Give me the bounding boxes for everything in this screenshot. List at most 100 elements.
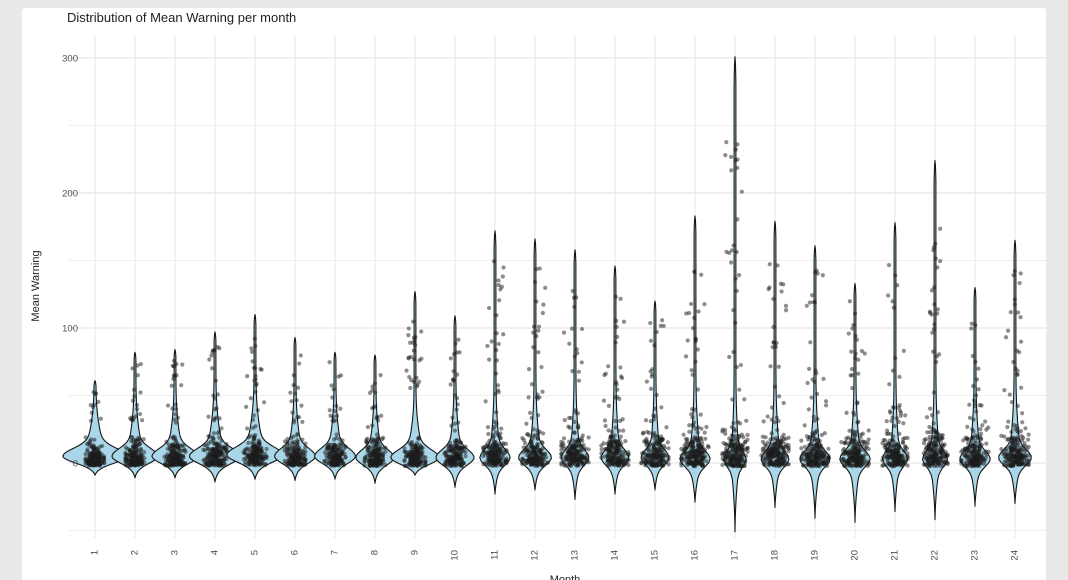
jitter-point	[527, 433, 533, 438]
violin-month-21	[881, 222, 909, 513]
jitter-point-high	[456, 337, 461, 342]
jitter-point	[738, 453, 743, 459]
jitter-point-high	[652, 343, 657, 348]
jitter-point-high	[174, 407, 179, 412]
jitter-point	[846, 450, 851, 455]
jitter-point	[762, 442, 768, 447]
jitter-point-high	[976, 387, 981, 392]
jitter-point-high	[540, 389, 545, 394]
jitter-point-high	[295, 385, 301, 390]
jitter-point	[960, 448, 965, 453]
jitter-point	[251, 462, 257, 467]
jitter-point	[285, 436, 290, 442]
jitter-point	[163, 461, 168, 466]
x-tick-label: 1	[90, 550, 101, 555]
jitter-point	[800, 463, 806, 468]
jitter-point	[586, 435, 591, 440]
jitter-point-high	[575, 351, 580, 356]
jitter-point	[939, 433, 944, 438]
jitter-point	[448, 440, 453, 445]
jitter-point-high	[249, 349, 255, 355]
jitter-point	[581, 447, 587, 452]
jitter-point	[566, 424, 571, 429]
jitter-point	[487, 438, 492, 443]
jitter-point	[533, 447, 538, 452]
jitter-point-high	[88, 402, 93, 408]
jitter-point	[419, 463, 424, 468]
jitter-point	[905, 435, 910, 441]
jitter-point-high	[570, 288, 575, 294]
jitter-point-high	[175, 415, 180, 420]
jitter-point-high	[213, 378, 218, 383]
x-tick-label: 24	[1010, 550, 1021, 561]
jitter-point-high	[131, 387, 137, 392]
jitter-point	[383, 462, 388, 468]
jitter-point	[941, 443, 946, 449]
jitter-point	[1003, 446, 1009, 451]
jitter-point-high	[448, 356, 453, 361]
jitter-point-high	[255, 408, 260, 413]
jitter-point	[704, 424, 709, 430]
jitter-point-high	[253, 377, 258, 382]
jitter-point	[446, 447, 451, 453]
jitter-point-high	[1019, 385, 1024, 390]
jitter-point-high	[169, 383, 174, 388]
jitter-point-high	[135, 406, 140, 412]
jitter-point	[1011, 455, 1016, 460]
jitter-point-high	[295, 415, 300, 420]
jitter-point-high	[496, 390, 501, 395]
jitter-point	[535, 432, 540, 438]
jitter-point	[1009, 463, 1014, 469]
jitter-point-high	[370, 384, 375, 389]
jitter-point	[245, 426, 250, 431]
violin-month-10	[435, 315, 475, 488]
jitter-point	[777, 451, 782, 456]
jitter-point-high	[614, 382, 619, 387]
violin-month-11	[479, 230, 511, 495]
jitter-point	[295, 439, 300, 445]
jitter-point	[736, 462, 741, 467]
jitter-point-high	[1015, 372, 1020, 377]
jitter-point	[165, 454, 170, 459]
jitter-point-high	[691, 420, 697, 425]
jitter-point	[931, 452, 937, 457]
jitter-point-high	[492, 419, 497, 424]
jitter-point-high	[526, 367, 532, 372]
jitter-point	[743, 439, 748, 444]
jitter-point-high	[618, 296, 623, 301]
x-tick-label: 15	[650, 550, 661, 561]
jitter-point	[380, 456, 386, 461]
jitter-point-high	[728, 260, 734, 265]
jitter-point	[682, 450, 687, 455]
jitter-point	[498, 436, 503, 441]
jitter-point	[888, 432, 893, 437]
jitter-point	[535, 436, 540, 441]
jitter-point	[456, 439, 461, 444]
jitter-point-high	[854, 401, 860, 406]
jitter-point-high	[615, 387, 620, 392]
jitter-point-high	[179, 383, 184, 388]
jitter-point-high	[1011, 359, 1016, 365]
jitter-point	[407, 440, 412, 446]
jitter-point-high	[93, 391, 98, 397]
jitter-point-high	[1018, 315, 1023, 320]
jitter-point-high	[687, 310, 692, 316]
jitter-point	[326, 442, 332, 448]
jitter-point	[934, 463, 940, 468]
jitter-point-high	[455, 372, 460, 377]
jitter-point	[786, 446, 791, 451]
jitter-point	[380, 436, 385, 442]
x-tick-label: 21	[890, 550, 901, 561]
jitter-point	[141, 437, 146, 442]
jitter-point	[377, 443, 383, 449]
jitter-point	[254, 453, 259, 458]
x-axis-title-cropped: Month	[549, 574, 581, 580]
jitter-point	[251, 434, 256, 439]
jitter-point	[802, 423, 807, 428]
jitter-point	[520, 436, 525, 441]
jitter-point	[303, 441, 308, 446]
jitter-point-high	[846, 331, 851, 336]
jitter-point	[966, 444, 971, 450]
jitter-point	[842, 441, 847, 446]
jitter-point	[324, 456, 330, 461]
